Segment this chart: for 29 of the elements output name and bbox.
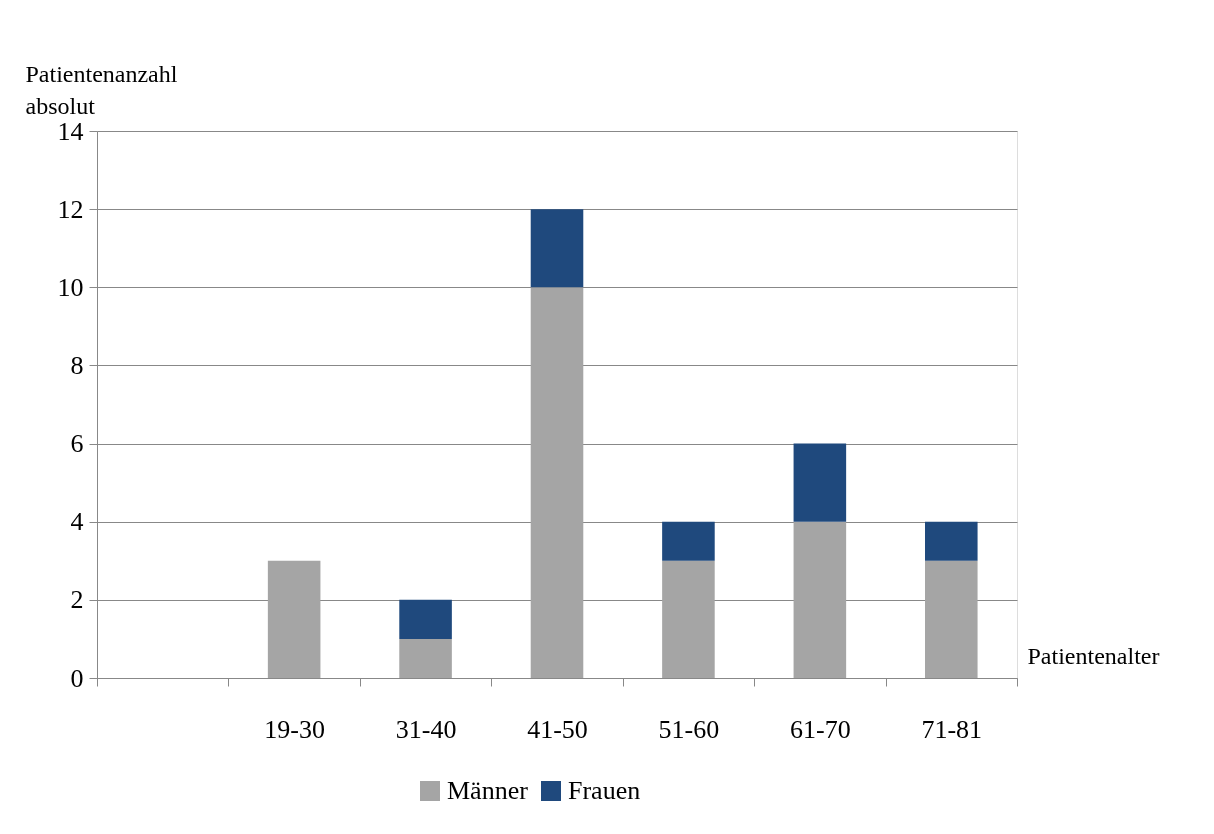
y-axis-title: Patientenanzahl absolut	[25, 60, 178, 119]
y-tick-label: 10	[57, 272, 84, 302]
bar	[399, 638, 452, 678]
y-tick-label: 4	[70, 507, 84, 537]
legend-label: Männer	[447, 776, 529, 805]
bar	[793, 443, 847, 522]
y-tick-label: 2	[70, 585, 84, 615]
y-tick-label: 14	[57, 116, 84, 146]
y-tick-label: 6	[70, 429, 84, 459]
bar	[793, 521, 847, 678]
x-tick-label: 31-40	[395, 714, 457, 744]
x-axis-title: Patientenalter	[1027, 642, 1160, 669]
bar	[530, 287, 584, 678]
x-tick-label: 51-60	[658, 714, 720, 744]
bar	[530, 209, 584, 288]
y-tick-label: 8	[70, 350, 84, 380]
x-tick-label: 71-81	[921, 714, 983, 744]
y-tick-label: 12	[57, 194, 84, 224]
x-tick-label: 41-50	[527, 714, 588, 744]
y-tick-label: 0	[70, 663, 84, 693]
bar	[662, 521, 715, 561]
bar	[399, 599, 452, 639]
bar	[267, 560, 321, 678]
bar	[925, 521, 978, 561]
x-tick-label: 61-70	[790, 714, 851, 744]
x-tick-label: 19-30	[264, 714, 325, 744]
bar	[662, 560, 715, 678]
bar	[925, 560, 978, 678]
legend-label: Frauen	[568, 776, 641, 805]
